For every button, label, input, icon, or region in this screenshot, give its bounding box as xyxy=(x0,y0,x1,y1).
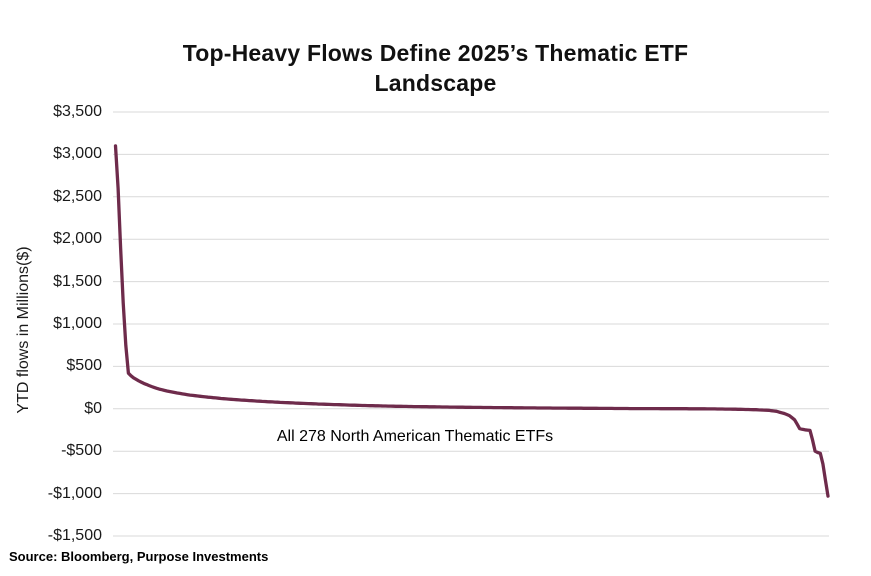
y-tick-label: $0 xyxy=(84,399,102,417)
y-tick-label: $3,000 xyxy=(53,145,102,163)
y-tick-label: $500 xyxy=(66,357,102,375)
y-tick-label: -$500 xyxy=(61,442,102,460)
source-note: Source: Bloomberg, Purpose Investments xyxy=(9,549,269,564)
y-tick-label: $2,000 xyxy=(53,230,102,248)
y-tick-label: $1,500 xyxy=(53,272,102,290)
y-tick-label: $1,000 xyxy=(53,315,102,332)
y-tick-label: -$1,500 xyxy=(47,527,102,544)
y-tick-label: $2,500 xyxy=(53,187,102,205)
y-tick-label: -$1,000 xyxy=(47,484,102,502)
y-tick-label: $3,500 xyxy=(53,103,102,120)
flows-line-series xyxy=(113,144,830,498)
chart-title: Top-Heavy Flows Define 2025’s Thematic E… xyxy=(182,40,689,96)
annotation-label: All 278 North American Thematic ETFs xyxy=(276,428,554,445)
